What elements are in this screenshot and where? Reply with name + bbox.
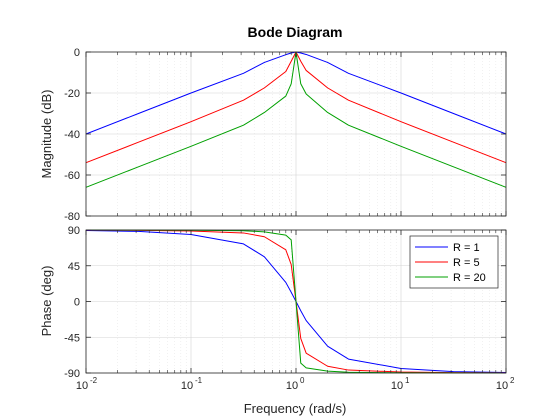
legend: R = 1 R = 5 R = 20 [409,235,499,289]
x-tick-label: 10 [76,380,88,392]
phase-y-tick-label: 90 [68,225,80,237]
phase-y-tick-label: 45 [68,261,80,273]
x-tick-label: 10 [496,380,508,392]
x-tick-exponent: 0 [300,376,305,385]
magnitude-panel: 0 -20 -40 -60 -80 Magnitude (dB) [39,47,507,223]
legend-label-r5: R = 5 [453,257,480,269]
magnitude-y-tick-label: -20 [64,88,80,100]
magnitude-y-tick-label: -40 [64,129,80,141]
magnitude-y-label: Magnitude (dB) [39,90,54,179]
legend-label-r1: R = 1 [453,242,480,254]
x-tick-exponent: -1 [195,376,203,385]
x-tick-exponent: 1 [405,376,410,385]
chart-title: Bode Diagram [248,24,343,40]
legend-label-r20: R = 20 [453,272,486,284]
magnitude-y-tick-label: 0 [74,47,80,59]
phase-y-tick-label: -45 [64,332,80,344]
magnitude-y-tick-label: -60 [64,170,80,182]
x-tick-exponent: 2 [510,376,515,385]
magnitude-ticks: 0 -20 -40 -60 -80 [64,47,507,223]
phase-y-label: Phase (deg) [39,266,54,337]
x-tick-label: 10 [286,380,298,392]
phase-y-tick-label: 0 [74,297,80,309]
x-tick-exponent: -2 [90,376,98,385]
x-axis-label: Frequency (rad/s) [244,401,347,416]
x-tick-label: 10 [391,380,403,392]
magnitude-grid [85,51,507,217]
x-tick-label: 10 [181,380,193,392]
phase-y-tick-label: -90 [64,368,80,380]
magnitude-y-tick-label: -80 [64,211,80,223]
